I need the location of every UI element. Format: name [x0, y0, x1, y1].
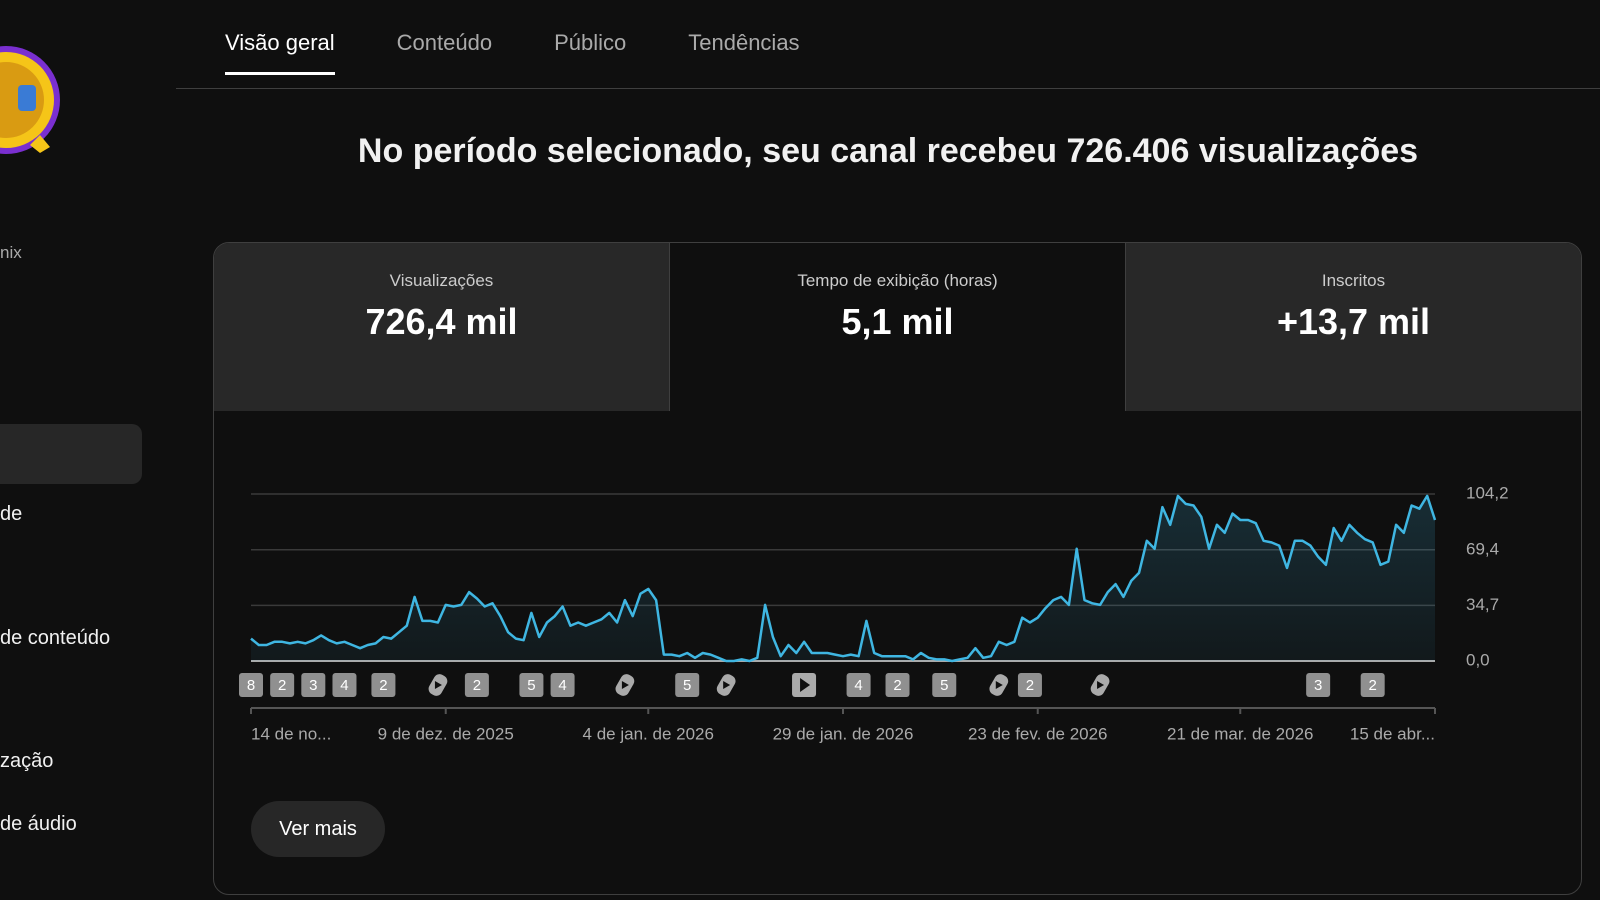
headline: No período selecionado, seu canal recebe…: [357, 132, 1419, 170]
tab[interactable]: Visão geral: [225, 30, 335, 75]
channel-name: nix: [0, 243, 22, 262]
nav-item[interactable]: de: [0, 503, 23, 525]
metric-label: Visualizações: [389, 271, 494, 290]
divider: [176, 88, 1600, 89]
tab[interactable]: Conteúdo: [396, 30, 493, 55]
metric-value: 726,4 mil: [365, 301, 518, 342]
see-more-button[interactable]: Ver mais: [251, 801, 385, 857]
nav-selected[interactable]: [0, 424, 142, 484]
metric-label: Inscritos: [1321, 271, 1386, 290]
metric-tab[interactable]: Tempo de exibição (horas) 5,1 mil: [670, 243, 1126, 411]
metric-tab[interactable]: Inscritos +13,7 mil: [1126, 243, 1581, 411]
metric-tabs: Visualizações 726,4 mil Tempo de exibição …: [214, 243, 1581, 411]
tab[interactable]: Tendências: [688, 30, 800, 55]
metric-value: 5,1 mil: [841, 301, 954, 342]
metric-tab[interactable]: Visualizações 726,4 mil: [214, 243, 670, 411]
tab[interactable]: Público: [554, 30, 627, 55]
metrics-card: Visualizações 726,4 mil Tempo de exibição …: [213, 242, 1582, 895]
metric-value: +13,7 mil: [1276, 301, 1431, 342]
tab-bar: Visão geral Conteúdo Público Tendências: [225, 30, 800, 75]
nav-item[interactable]: de áudio: [0, 813, 77, 835]
metric-label: Tempo de exibição (horas): [797, 271, 998, 290]
nav-item[interactable]: zação: [0, 750, 54, 772]
channel-avatar: [0, 46, 60, 154]
nav-item[interactable]: de conteúdo: [0, 627, 111, 649]
